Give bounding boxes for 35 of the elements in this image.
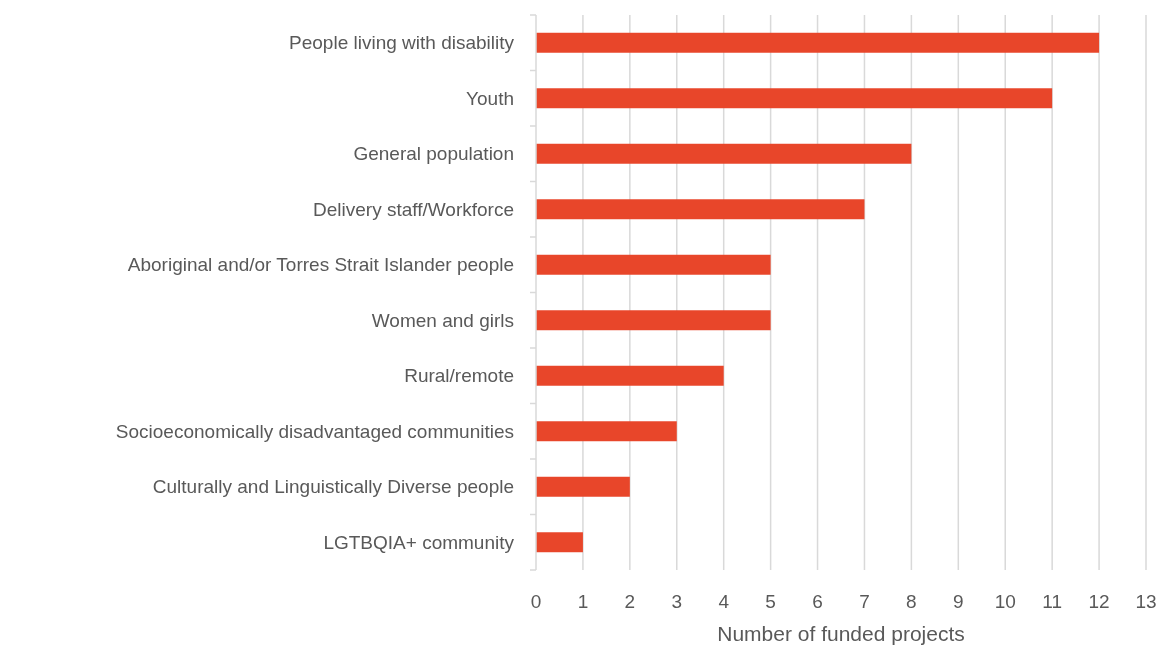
bar — [536, 88, 1053, 109]
y-tick-label: Aboriginal and/or Torres Strait Islander people — [127, 254, 514, 276]
x-tick-label: 0 — [530, 591, 542, 612]
x-tick-label: 10 — [994, 591, 1016, 612]
x-axis-title: Number of funded projects — [717, 622, 965, 645]
y-tick-label: Rural/remote — [404, 365, 514, 387]
bar — [536, 365, 724, 386]
x-tick-label: 6 — [812, 591, 823, 612]
x-tick-label: 13 — [1135, 591, 1157, 612]
bar — [536, 532, 583, 553]
bar — [536, 421, 677, 442]
x-tick-label: 1 — [577, 591, 589, 612]
x-tick-label: 5 — [765, 591, 776, 612]
x-tick-label: 3 — [671, 591, 683, 612]
x-tick-label: 12 — [1088, 591, 1110, 612]
y-tick-label: LGTBQIA+ community — [323, 531, 515, 553]
bar — [536, 476, 630, 497]
bar — [536, 199, 865, 220]
x-tick-label: 8 — [906, 591, 917, 612]
bar — [536, 32, 1100, 53]
x-tick-label: 4 — [718, 591, 730, 612]
bar — [536, 310, 771, 331]
y-tick-label: Socioeconomically disadvantaged communities — [115, 420, 514, 442]
y-tick-label: People living with disability — [289, 32, 515, 54]
y-tick-label: Culturally and Linguistically Diverse people — [152, 476, 514, 498]
x-tick-label: 11 — [1042, 591, 1063, 612]
x-tick-label: 7 — [859, 591, 870, 612]
y-tick-label: Youth — [466, 87, 514, 109]
y-tick-label: General population — [353, 143, 514, 165]
bar — [536, 254, 771, 275]
y-tick-label: Delivery staff/Workforce — [313, 198, 514, 220]
y-tick-label: Women and girls — [371, 309, 514, 331]
x-tick-label: 9 — [953, 591, 964, 612]
x-tick-label: 2 — [624, 591, 636, 612]
bar — [536, 143, 912, 164]
